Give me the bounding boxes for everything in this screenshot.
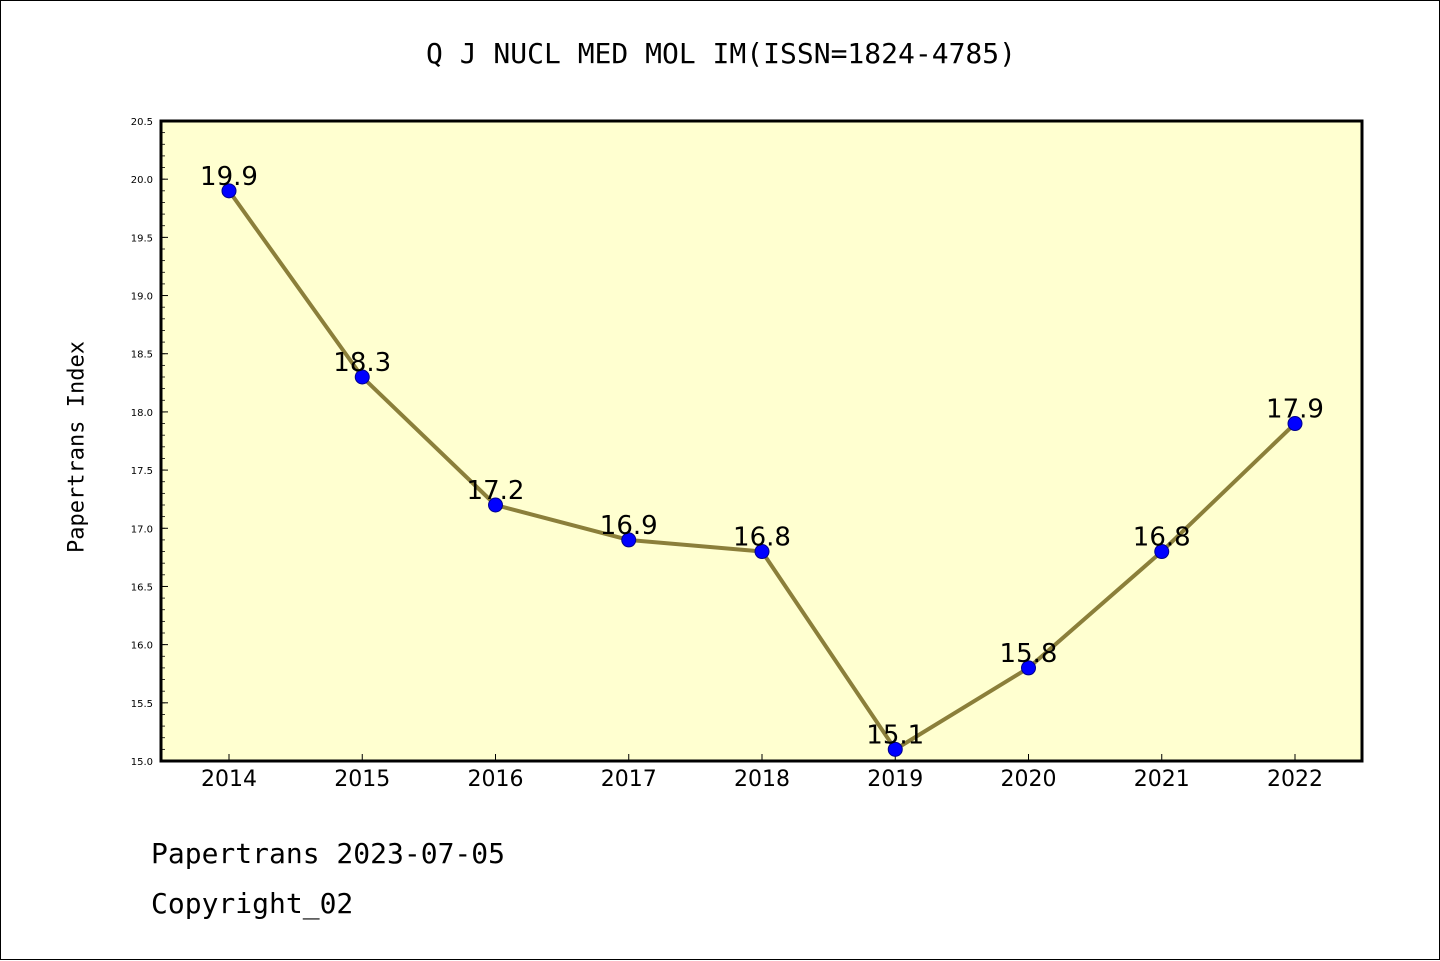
data-point [488, 497, 503, 513]
y-tick-label: 16.0 [131, 641, 153, 652]
data-label: 17.9 [1266, 395, 1324, 425]
y-tick-label: 17.5 [131, 466, 153, 477]
data-label: 15.1 [866, 720, 924, 750]
y-tick-label: 20.0 [131, 175, 153, 186]
y-tick-label: 17.0 [131, 524, 153, 535]
data-point [887, 741, 903, 757]
x-tick-label: 2021 [1134, 767, 1190, 792]
y-tick-label: 18.5 [131, 350, 153, 361]
x-tick-label: 2015 [334, 767, 390, 792]
data-point [221, 183, 237, 199]
plot-area [159, 119, 1364, 763]
data-point [1287, 416, 1303, 432]
y-tick-label: 19.5 [131, 233, 153, 244]
footer-copyright: Copyright_02 [151, 887, 354, 920]
x-tick-label: 2019 [867, 767, 923, 792]
data-label: 16.8 [733, 523, 791, 553]
data-label: 17.2 [467, 476, 525, 506]
x-tick-label: 2016 [468, 767, 524, 792]
y-tick-label: 18.0 [131, 408, 153, 419]
x-tick-label: 2017 [601, 767, 657, 792]
x-tick-label: 2020 [1001, 767, 1057, 792]
data-label: 18.3 [333, 348, 391, 378]
data-label: 16.8 [1133, 523, 1191, 553]
x-tick-label: 2018 [734, 767, 790, 792]
data-point [1021, 660, 1036, 676]
y-tick-label: 20.5 [131, 117, 153, 128]
x-tick-label: 2022 [1267, 767, 1323, 792]
data-label: 15.8 [1000, 639, 1058, 669]
data-point [354, 369, 370, 385]
data-point [1154, 544, 1170, 560]
y-tick-label: 15.0 [131, 757, 153, 768]
y-tick-label: 19.0 [131, 292, 153, 303]
chart-title: Q J NUCL MED MOL IM(ISSN=1824-4785) [425, 37, 1016, 70]
data-point [621, 532, 637, 548]
x-tick-label: 2014 [201, 767, 257, 792]
data-point [754, 544, 770, 560]
y-tick-label: 15.5 [131, 699, 153, 710]
data-label: 16.9 [600, 511, 658, 541]
footer-date: Papertrans 2023-07-05 [151, 837, 506, 870]
y-tick-label: 16.5 [131, 582, 153, 593]
data-label: 19.9 [200, 162, 258, 192]
